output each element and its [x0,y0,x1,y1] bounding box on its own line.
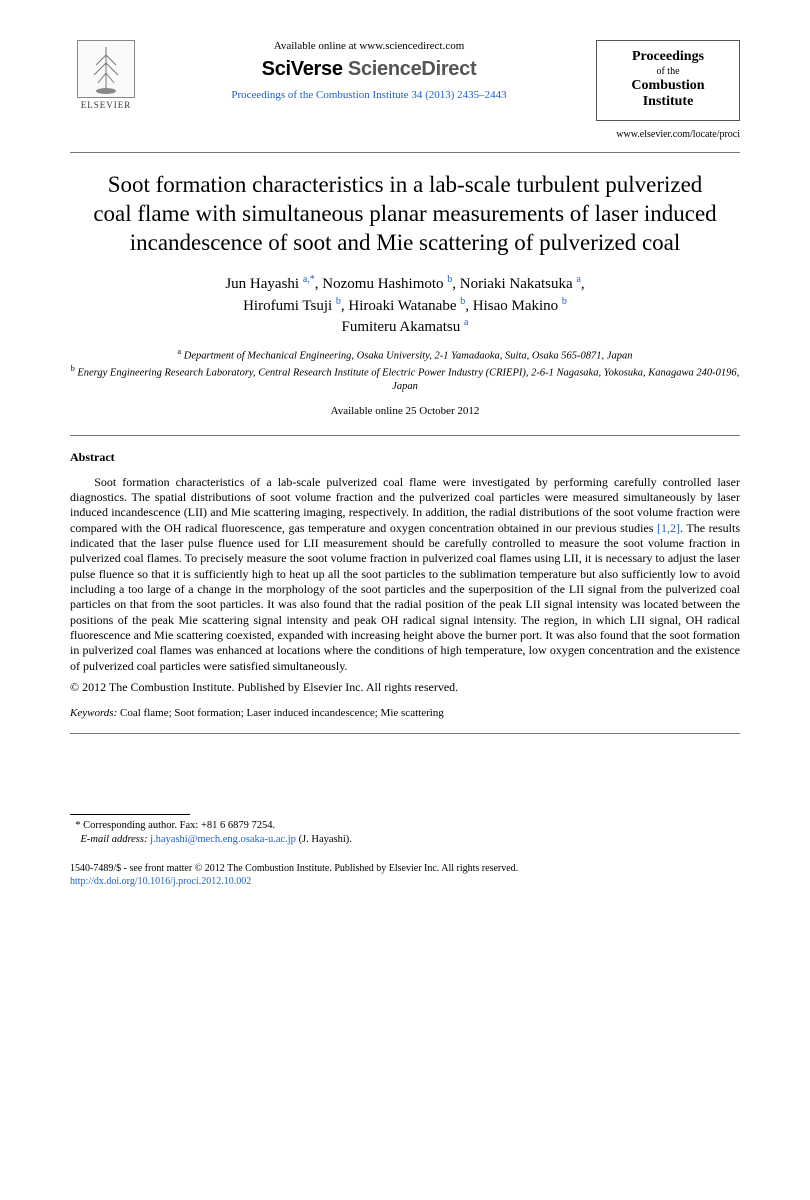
journal-box-line3: Combustion [603,78,733,94]
abstract-text-pre: Soot formation characteristics of a lab-… [70,475,740,535]
platform-suffix: ScienceDirect [348,58,476,80]
platform-prefix: SciVerse [262,58,348,80]
abstract-citation-link[interactable]: [1,2] [657,521,680,535]
author-list: Jun Hayashi a,*, Nozomu Hashimoto b, Nor… [70,273,740,337]
copyright-line: © 2012 The Combustion Institute. Publish… [70,680,740,695]
publisher-logo: ELSEVIER [70,40,142,110]
abstract-text-post: . The results indicated that the laser p… [70,521,740,673]
email-label: E-mail address: [81,834,148,845]
article-title: Soot formation characteristics in a lab-… [90,171,720,257]
abstract-heading: Abstract [70,450,740,465]
keywords-line: Keywords: Coal flame; Soot formation; La… [70,707,740,719]
doi-link[interactable]: http://dx.doi.org/10.1016/j.proci.2012.1… [70,875,740,888]
keywords-values: Coal flame; Soot formation; Laser induce… [117,707,444,719]
journal-box-wrap: Proceedings of the Combustion Institute … [596,40,740,140]
issn-line: 1540-7489/$ - see front matter © 2012 Th… [70,862,740,875]
header-row: ELSEVIER Available online at www.science… [70,40,740,140]
journal-box-line1: Proceedings [603,49,733,65]
abstract-body: Soot formation characteristics of a lab-… [70,475,740,675]
page: ELSEVIER Available online at www.science… [0,0,810,918]
corresponding-email-link[interactable]: j.hayashi@mech.eng.osaka-u.ac.jp [150,834,296,845]
affiliation-a: a Department of Mechanical Engineering, … [70,347,740,364]
affiliation-b: b Energy Engineering Research Laboratory… [70,364,740,395]
header-center: Available online at www.sciencedirect.co… [142,40,596,101]
available-online-text: Available online at www.sciencedirect.co… [154,40,584,52]
journal-reference-link[interactable]: Proceedings of the Combustion Institute … [154,89,584,101]
journal-box-line4: Institute [603,94,733,110]
corresponding-text: Corresponding author. Fax: +81 6 6879 72… [83,820,275,831]
platform-logo: SciVerse ScienceDirect [154,58,584,81]
footnote-separator [70,814,190,815]
abstract-top-rule [70,435,740,436]
publisher-name: ELSEVIER [70,100,142,110]
elsevier-tree-icon [77,40,135,98]
locate-url[interactable]: www.elsevier.com/locate/proci [596,129,740,140]
journal-title-box: Proceedings of the Combustion Institute [596,40,740,121]
email-attribution: (J. Hayashi). [296,834,352,845]
keywords-label: Keywords: [70,707,117,719]
header-rule [70,152,740,153]
abstract-bottom-rule [70,733,740,734]
footer-block: 1540-7489/$ - see front matter © 2012 Th… [70,862,740,888]
journal-box-line2: of the [603,66,733,77]
corresponding-footnote: * Corresponding author. Fax: +81 6 6879 … [70,819,740,847]
affiliations: a Department of Mechanical Engineering, … [70,347,740,395]
star-icon: * [75,820,80,831]
available-date: Available online 25 October 2012 [70,405,740,417]
